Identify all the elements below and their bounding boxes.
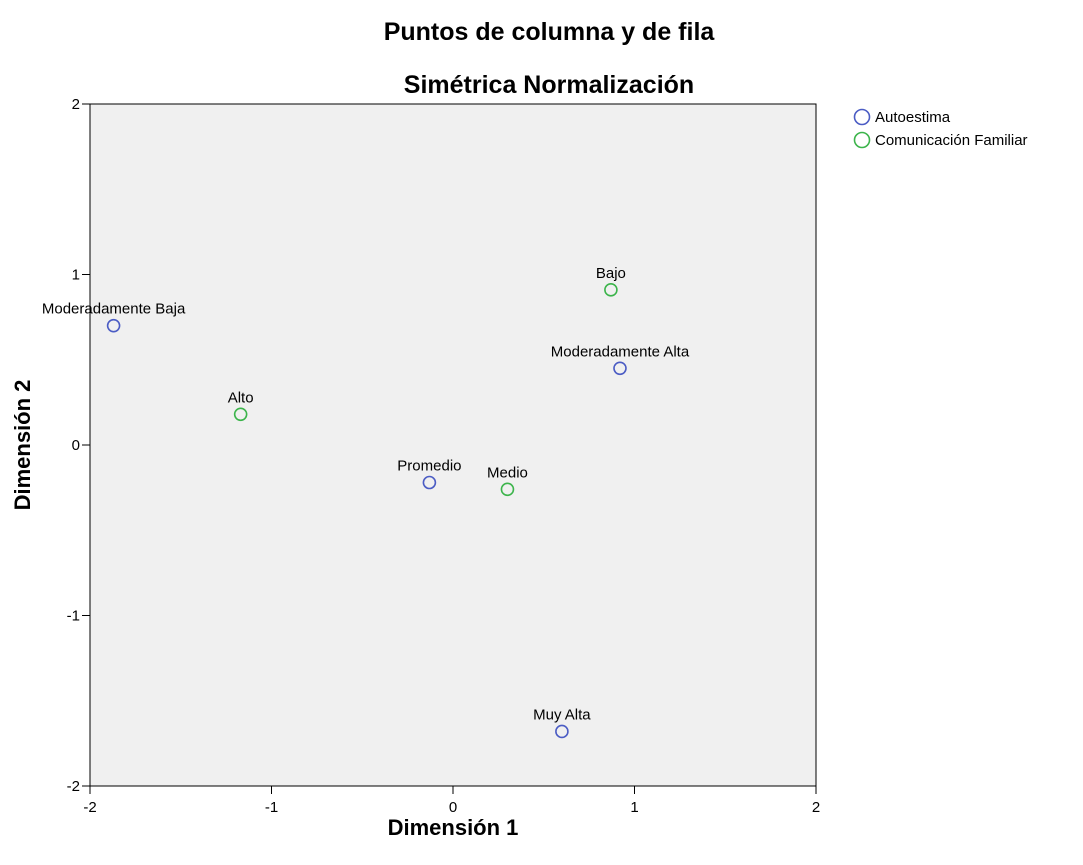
data-point-label: Moderadamente Alta: [551, 343, 690, 360]
y-tick-label: 2: [72, 96, 80, 113]
chart-title: Puntos de columna y de fila: [384, 18, 716, 46]
x-tick-label: -1: [265, 799, 278, 816]
data-point-label: Promedio: [397, 458, 461, 475]
data-point-label: Muy Alta: [533, 706, 591, 723]
plot-area: [89, 103, 817, 787]
legend-label[interactable]: Comunicación Familiar: [875, 132, 1028, 149]
legend[interactable]: Autoestima Comunicación Familiar: [853, 108, 1028, 149]
x-axis-label: Dimensión 1: [388, 815, 519, 840]
y-tick-label: -1: [67, 608, 80, 625]
data-point-label: Alto: [228, 389, 254, 406]
data-point-label: Bajo: [596, 265, 626, 282]
legend-marker[interactable]: [853, 108, 871, 126]
data-point-marker: [613, 361, 627, 376]
x-axis-ticks: -2 -1 0 1 2: [83, 786, 820, 816]
data-point-marker: [555, 724, 569, 739]
data-point-label: Moderadamente Baja: [42, 301, 186, 318]
legend-marker[interactable]: [853, 131, 871, 149]
x-tick-label: 1: [630, 799, 638, 816]
data-point-marker: [106, 318, 121, 333]
y-tick-label: -2: [67, 778, 80, 795]
x-tick-label: -2: [83, 799, 96, 816]
data-point-marker: [500, 482, 515, 497]
chart-subtitle: Simétrica Normalización: [404, 71, 694, 99]
y-axis-ticks: -2 -1 0 1 2: [67, 96, 90, 795]
y-axis-label: Dimensión 2: [10, 380, 35, 511]
data-points: Moderadamente Baja Moderadamente Alta Prom…: [42, 265, 690, 739]
data-point-marker: [604, 283, 618, 297]
y-tick-label: 0: [72, 437, 80, 454]
y-tick-label: 1: [72, 267, 80, 284]
x-tick-label: 0: [449, 799, 457, 816]
x-tick-label: 2: [812, 799, 820, 816]
data-point-marker: [233, 407, 248, 422]
data-point-label: Medio: [487, 464, 528, 481]
legend-label[interactable]: Autoestima: [875, 109, 951, 126]
data-point-marker: [422, 475, 437, 490]
